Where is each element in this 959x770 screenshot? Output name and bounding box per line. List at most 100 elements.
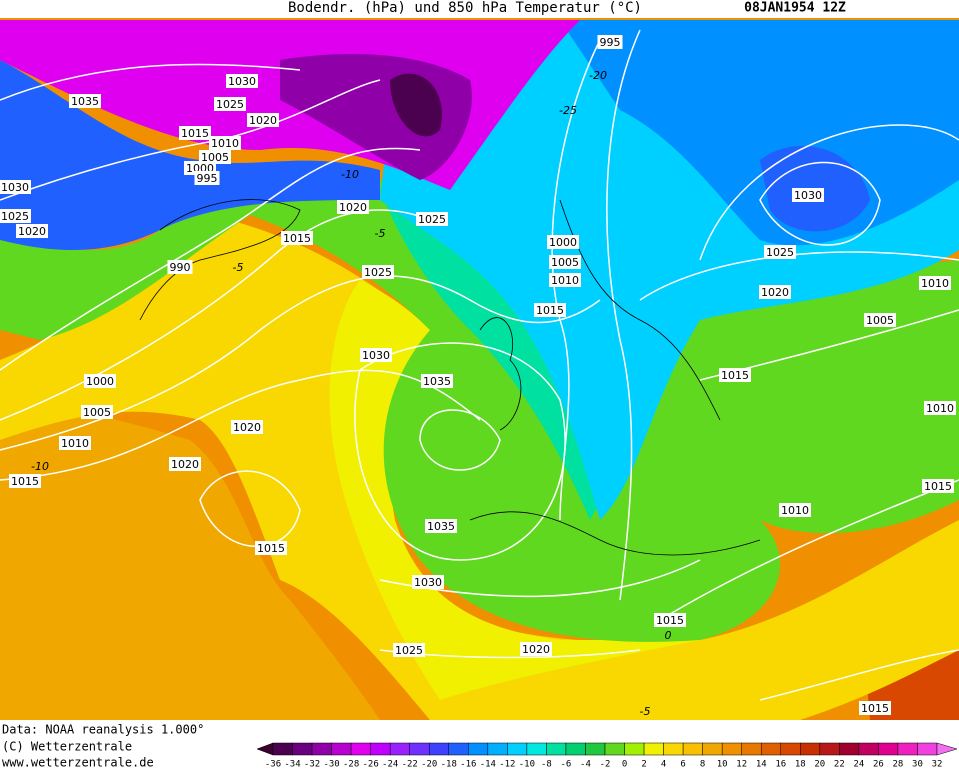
isobar-label: 1020 — [249, 114, 277, 127]
colorbar-label: -6 — [561, 760, 572, 770]
map: 1035103010251020101510101005100099510301… — [0, 18, 959, 720]
colorbar-segment — [760, 742, 782, 756]
colorbar-label: -20 — [421, 760, 437, 770]
footer-line: www.wetterzentrale.de — [2, 756, 154, 770]
colorbar-label: -30 — [323, 760, 339, 770]
isobar-label-box — [0, 209, 31, 223]
temperature-label: -10 — [341, 168, 359, 181]
colorbar-label: 8 — [700, 760, 705, 770]
isobar-label-box — [864, 313, 896, 327]
isobar-label-box — [922, 479, 954, 493]
colorbar-label: -16 — [460, 760, 476, 770]
isobar-label: 1005 — [201, 151, 229, 164]
colorbar-label: 6 — [680, 760, 685, 770]
colorbar-label: 0 — [622, 760, 627, 770]
colorbar-label: -28 — [343, 760, 359, 770]
isobar-label: 1015 — [924, 480, 952, 493]
colorbar-label: -32 — [304, 760, 320, 770]
temp-area — [329, 280, 700, 700]
isobar-label-box — [194, 171, 220, 185]
isobar-label-box — [247, 113, 279, 127]
map-title: Bodendr. (hPa) und 850 hPa Temperatur (°… — [288, 0, 642, 16]
isobar-label-box — [362, 265, 394, 279]
isobar-label-box — [654, 613, 686, 627]
isobar-label: 1015 — [536, 304, 564, 317]
colorbar-segment — [741, 742, 762, 756]
isobar-label: 1015 — [721, 369, 749, 382]
isobar-label: 1015 — [181, 127, 209, 140]
isobar-label-box — [779, 503, 811, 517]
isobar-label: 1030 — [362, 349, 390, 362]
isobar-label: 1020 — [339, 201, 367, 214]
isobar-label-box — [919, 276, 951, 290]
isobar-label-box — [255, 541, 287, 555]
colorbar-label: -8 — [541, 760, 552, 770]
isobar-label-box — [59, 436, 91, 450]
isobar-label: 1005 — [551, 256, 579, 269]
colorbar-segment — [604, 742, 625, 756]
isobar-label: 1030 — [228, 75, 256, 88]
isobar-label-box — [421, 374, 453, 388]
isobar-label: 1005 — [866, 314, 894, 327]
isobar-label: 1035 — [423, 375, 451, 388]
isobar-label-box — [214, 97, 246, 111]
colorbar-label: 10 — [717, 760, 728, 770]
isobar-label: 1030 — [1, 181, 29, 194]
isobar-label-box — [547, 235, 579, 249]
isobar-labels: 1035103010251020101510101005100099510301… — [0, 35, 956, 718]
temperature-label: -5 — [640, 705, 651, 718]
colorbar-segment — [819, 742, 840, 756]
colorbar-segment — [292, 742, 313, 756]
isobar-label-box — [69, 94, 101, 108]
map-date: 08JAN1954 12Z — [744, 1, 846, 16]
temp-area — [0, 60, 380, 250]
footer-line: Data: NOAA reanalysis 1.000° — [2, 723, 204, 737]
temp-area — [0, 411, 380, 720]
isobar-label-box — [360, 348, 392, 362]
colorbar-segment — [507, 742, 528, 756]
colorbar-segment — [389, 742, 410, 756]
colorbar-label: 14 — [756, 760, 767, 770]
colorbar-segment — [448, 742, 469, 756]
temperature-label: -5 — [375, 227, 386, 240]
isobar-label: 1010 — [551, 274, 579, 287]
isobar-label: 1025 — [1, 210, 29, 223]
colorbar-label: 32 — [932, 760, 943, 770]
isobar-label-box — [226, 74, 258, 88]
isobar-label: 1025 — [364, 266, 392, 279]
colorbar-arrow — [936, 742, 958, 756]
colorbar-label: 20 — [814, 760, 825, 770]
isobar-label-box — [792, 188, 824, 202]
isobar-label-box — [425, 519, 457, 533]
isobar-label-box — [16, 224, 48, 238]
isobar-label: 1020 — [522, 643, 550, 656]
isobar-label: 1030 — [414, 576, 442, 589]
colorbar-label: -12 — [499, 760, 515, 770]
isobar-label-box — [179, 126, 211, 140]
colorbar-segment — [526, 742, 547, 756]
colorbar-label: 22 — [834, 760, 845, 770]
isobar-label: 1010 — [921, 277, 949, 290]
isobar-label: 1025 — [766, 246, 794, 259]
colorbar-label: -36 — [265, 760, 281, 770]
isobar-label: 1025 — [418, 213, 446, 226]
isobar-label: 1010 — [61, 437, 89, 450]
isobar-label: 1025 — [216, 98, 244, 111]
colorbar-segment — [370, 742, 391, 756]
isobar-label-box — [199, 150, 231, 164]
isobar-label: 1010 — [211, 137, 239, 150]
colorbar-segment — [839, 742, 860, 756]
isobar-label-box — [416, 212, 448, 226]
isobar-label-box — [393, 643, 425, 657]
isobar-label-box — [549, 255, 581, 269]
isobar-label: 1025 — [395, 644, 423, 657]
isobar-label-box — [169, 457, 201, 471]
isobar-label: 1015 — [656, 614, 684, 627]
isobar-label: 1035 — [71, 95, 99, 108]
colorbar-segment — [897, 742, 918, 756]
colorbar-label: 30 — [912, 760, 923, 770]
isobar-label: 1015 — [11, 475, 39, 488]
isobar-label-box — [759, 285, 791, 299]
isobar-label-box — [81, 405, 113, 419]
